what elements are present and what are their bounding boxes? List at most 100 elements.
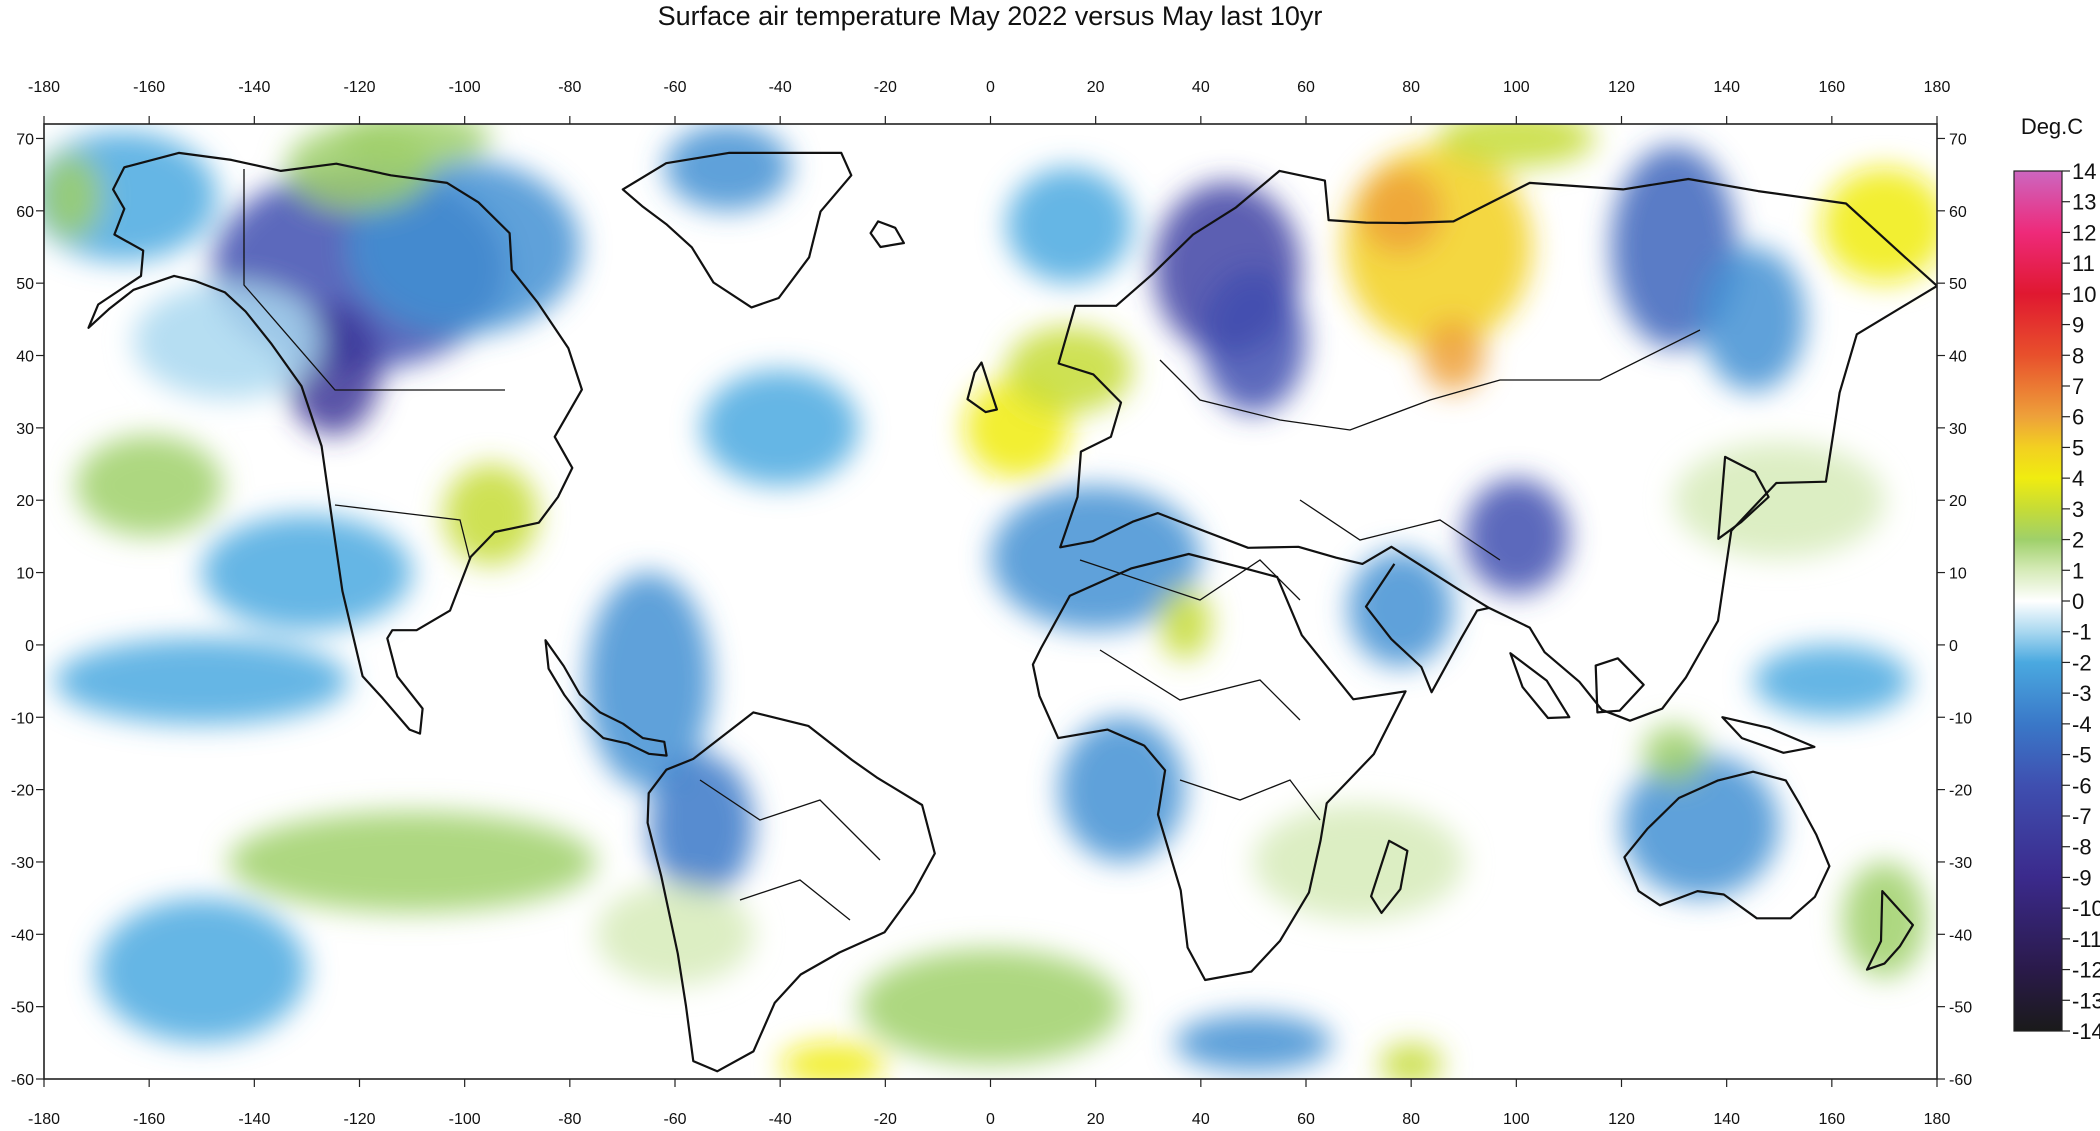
anomaly-region: [133, 283, 323, 399]
new-guinea-coast: [1721, 716, 1816, 754]
longitude-axis-top: -180 -160 -140 -120 -100 -80 -60 -40 -20 0 20 40 60 8…: [28, 79, 1950, 124]
lon-tick-label: 120: [1608, 79, 1635, 96]
anomaly-region: [1200, 268, 1306, 414]
colorbar-tick-label: -6: [2072, 773, 2092, 798]
anomaly-region: [1253, 804, 1464, 920]
lon-tick-label: 20: [1087, 1111, 1105, 1128]
colorbar-tick-label: 7: [2072, 374, 2084, 399]
colorbar-tick-label: -5: [2072, 743, 2092, 768]
colorbar-tick-label: -4: [2072, 712, 2092, 737]
colorbar-tick-label: 5: [2072, 435, 2084, 460]
lat-tick-label: 30: [1949, 421, 1967, 438]
anomaly-region: [1437, 124, 1596, 168]
anomaly-region: [1342, 145, 1533, 349]
lat-tick-label: 10: [16, 566, 34, 583]
colorbar-tick-label: 12: [2072, 220, 2096, 245]
colorbar-tick-label: 14: [2072, 159, 2096, 184]
anomaly-region: [348, 160, 581, 334]
colorbar-tick-label: 3: [2072, 497, 2084, 522]
colorbar-tick-label: 2: [2072, 528, 2084, 553]
map-area: [44, 124, 1937, 1079]
colorbar-tick-label: 8: [2072, 343, 2084, 368]
lat-tick-label: 60: [1949, 204, 1967, 221]
lat-tick-label: 40: [16, 349, 34, 366]
coastlines: [87, 151, 1937, 1073]
colorbar-tick-label: -8: [2072, 835, 2092, 860]
lon-tick-label: 140: [1713, 1111, 1740, 1128]
new-zealand-coast: [1865, 890, 1914, 971]
anomaly-region: [596, 883, 754, 985]
lon-tick-label: -40: [769, 79, 792, 96]
anomaly-region: [780, 1042, 886, 1079]
colorbar-tick-label: -9: [2072, 865, 2092, 890]
anomaly-region: [1821, 167, 1937, 284]
lon-tick-label: -80: [558, 79, 581, 96]
lon-tick-label: 60: [1297, 1111, 1315, 1128]
lon-tick-label: -60: [663, 79, 686, 96]
lon-tick-label: -160: [133, 79, 165, 96]
anomaly-region: [1674, 442, 1885, 559]
colorbar-tick-label: 1: [2072, 558, 2084, 583]
anomaly-region: [54, 637, 349, 725]
anomaly-region: [1174, 1013, 1333, 1072]
lat-tick-label: -40: [1949, 927, 1972, 944]
colorbar-tick-label: -14: [2072, 1019, 2100, 1044]
colorbar-tick-label: -7: [2072, 804, 2092, 829]
lon-tick-label: 160: [1818, 79, 1845, 96]
lon-tick-label: -20: [874, 1111, 897, 1128]
anomaly-region: [201, 514, 413, 631]
lon-tick-label: -140: [238, 79, 270, 96]
lat-tick-label: -20: [1949, 783, 1972, 800]
greenland-coast: [621, 151, 853, 309]
lon-tick-label: -180: [28, 1111, 60, 1128]
lat-tick-label: -30: [1949, 855, 1972, 872]
lat-tick-label: 70: [16, 131, 34, 148]
lat-tick-label: -60: [1949, 1072, 1972, 1089]
lon-tick-label: -20: [874, 79, 897, 96]
anomaly-region: [75, 435, 223, 537]
anomaly-region: [664, 124, 791, 211]
lon-tick-label: -120: [343, 79, 375, 96]
colorbar-tick-label: -10: [2072, 896, 2100, 921]
anomaly-region: [1358, 167, 1443, 255]
colorbar-tick-label: 10: [2072, 282, 2096, 307]
colorbar-tick-label: -3: [2072, 681, 2092, 706]
lat-tick-label: -30: [11, 855, 34, 872]
lon-tick-label: 120: [1608, 1111, 1635, 1128]
lat-tick-label: 20: [1949, 493, 1967, 510]
anomaly-region: [1006, 167, 1133, 284]
colorbar-tick-label: -11: [2072, 927, 2100, 952]
colorbar-unit-label: Deg.C: [2021, 114, 2083, 139]
anomaly-region: [701, 369, 860, 486]
lat-tick-label: -40: [11, 927, 34, 944]
latitude-axis-left: 70 60 50 40 30 20 10 0 -10 -20 -30 -40 -50 -60: [11, 131, 44, 1089]
madagascar-coast: [1370, 839, 1409, 914]
central-america-coast: [544, 639, 668, 757]
lat-tick-label: 0: [25, 638, 34, 655]
lon-tick-label: 100: [1503, 1111, 1530, 1128]
anomaly-region: [648, 753, 754, 899]
colorbar-tick-label: -2: [2072, 650, 2092, 675]
anomaly-region: [1006, 326, 1133, 414]
lon-tick-label: 40: [1192, 1111, 1210, 1128]
north-america-coast: [87, 151, 583, 735]
lon-tick-label: 40: [1192, 79, 1210, 96]
colorbar-tick-label: -1: [2072, 620, 2092, 645]
anomaly-region: [1348, 550, 1454, 667]
colorbar-tick-label: 6: [2072, 405, 2084, 430]
iceland-coast: [869, 220, 905, 249]
colorbar-tick-label: 0: [2072, 589, 2084, 614]
anomaly-field: [44, 124, 1937, 1079]
africa-coast: [1031, 552, 1407, 982]
colorbar-ticks: 14131211109876543210-1-2-3-4-5-6-7-8-9-1…: [2062, 159, 2100, 1044]
great-britain-coast: [966, 361, 998, 414]
anomaly-region: [1463, 478, 1569, 595]
lat-tick-label: -20: [11, 783, 34, 800]
lon-tick-label: 20: [1087, 79, 1105, 96]
lon-tick-label: 140: [1713, 79, 1740, 96]
colorbar-tick-label: 11: [2072, 251, 2095, 276]
anomaly-region: [1158, 587, 1212, 660]
lon-tick-label: -100: [449, 1111, 481, 1128]
south-america-coast: [646, 711, 936, 1073]
anomaly-region: [859, 948, 1122, 1065]
